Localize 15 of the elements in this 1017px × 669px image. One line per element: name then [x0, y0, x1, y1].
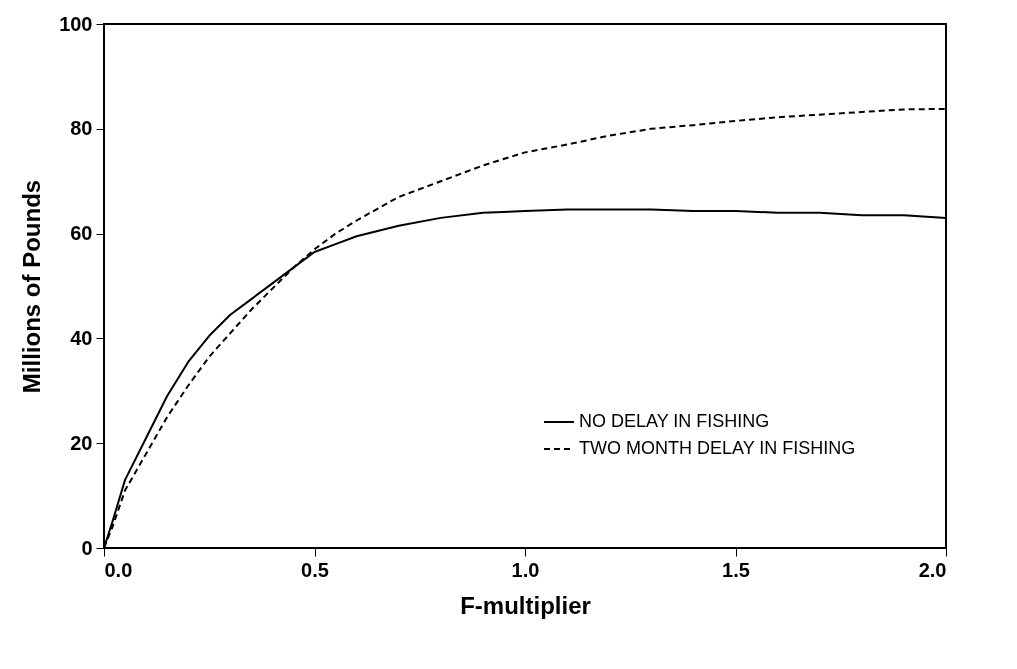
x-tick-label: 2.0 — [918, 558, 947, 581]
legend-label: NO DELAY IN FISHING — [579, 411, 770, 431]
y-tick-label: 100 — [59, 12, 93, 35]
x-tick-label: 0.5 — [301, 558, 329, 581]
y-axis-title: Millions of Pounds — [18, 179, 46, 394]
y-tick-label: 0 — [81, 536, 93, 559]
x-tick-label: 0.0 — [104, 558, 133, 581]
y-tick-label: 20 — [70, 431, 93, 454]
y-tick-label: 80 — [70, 117, 93, 140]
legend-label: TWO MONTH DELAY IN FISHING — [579, 438, 856, 458]
x-tick-label: 1.0 — [511, 558, 540, 581]
y-tick-label: 40 — [70, 326, 93, 349]
x-tick-label: 1.5 — [722, 558, 750, 581]
x-axis-title: F-multiplier — [460, 591, 591, 619]
y-tick-label: 60 — [70, 222, 93, 245]
